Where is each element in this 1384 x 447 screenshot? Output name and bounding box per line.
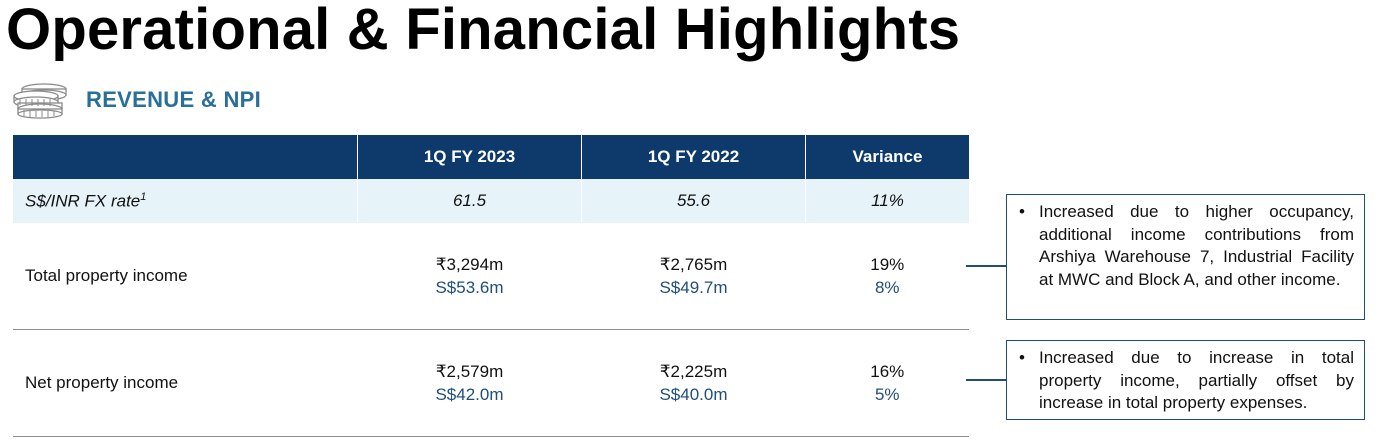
net-property-income-fy2023: ₹2,579m S$42.0m bbox=[357, 329, 582, 437]
header-cell-1q-fy2023: 1Q FY 2023 bbox=[357, 135, 582, 179]
footnote-marker: 1 bbox=[140, 190, 147, 203]
table-row: Total property income ₹3,294m S$53.6m ₹2… bbox=[13, 223, 969, 330]
sgd-value: S$40.0m bbox=[659, 385, 728, 404]
sgd-value: S$42.0m bbox=[435, 385, 504, 404]
total-property-income-fy2022: ₹2,765m S$49.7m bbox=[581, 223, 806, 330]
sgd-value: S$53.6m bbox=[435, 278, 504, 297]
callout-connector bbox=[966, 379, 1006, 381]
inr-value: ₹3,294m bbox=[435, 255, 504, 274]
total-property-income-variance: 19% 8% bbox=[805, 223, 969, 330]
sgd-variance: 5% bbox=[874, 385, 900, 404]
header-cell-label bbox=[13, 135, 358, 179]
table-row: Net property income ₹2,579m S$42.0m ₹2,2… bbox=[13, 329, 969, 437]
net-property-income-fy2022: ₹2,225m S$40.0m bbox=[581, 329, 806, 437]
inr-value: ₹2,225m bbox=[659, 362, 728, 381]
inr-variance: 16% bbox=[870, 362, 905, 381]
fx-rate-label: S$/INR FX rate bbox=[25, 191, 141, 211]
bullet-point: • bbox=[1019, 348, 1025, 367]
fx-rate-variance: 11% bbox=[805, 179, 969, 223]
inr-value: ₹2,765m bbox=[659, 255, 728, 274]
callout-note-net-property-income: • Increased due to increase in total pro… bbox=[1006, 340, 1365, 420]
fx-rate-fy2023: 61.5 bbox=[357, 179, 582, 223]
table-header-row: 1Q FY 2023 1Q FY 2022 Variance bbox=[13, 135, 969, 179]
header-cell-variance: Variance bbox=[805, 135, 969, 179]
financial-table: 1Q FY 2023 1Q FY 2022 Variance S$/INR FX… bbox=[13, 135, 969, 437]
section-header: REVENUE & NPI bbox=[10, 80, 261, 120]
note-text: Increased due to increase in total prope… bbox=[1039, 348, 1354, 412]
sgd-variance: 8% bbox=[874, 278, 900, 297]
coins-icon bbox=[10, 81, 70, 119]
fx-rate-fy2022: 55.6 bbox=[581, 179, 806, 223]
net-property-income-variance: 16% 5% bbox=[805, 329, 969, 437]
fx-rate-row: S$/INR FX rate1 61.5 55.6 11% bbox=[13, 179, 969, 223]
callout-note-total-property-income: • Increased due to higher occupancy, add… bbox=[1006, 194, 1365, 320]
row-label-net-property-income: Net property income bbox=[13, 329, 358, 437]
sgd-value: S$49.7m bbox=[659, 278, 728, 297]
header-cell-1q-fy2022: 1Q FY 2022 bbox=[581, 135, 806, 179]
inr-variance: 19% bbox=[870, 255, 905, 274]
page-title: Operational & Financial Highlights bbox=[6, 0, 961, 62]
row-label-total-property-income: Total property income bbox=[13, 223, 358, 330]
note-text: Increased due to higher occupancy, addit… bbox=[1039, 202, 1354, 289]
total-property-income-fy2023: ₹3,294m S$53.6m bbox=[357, 223, 582, 330]
callout-connector bbox=[966, 265, 1006, 267]
inr-value: ₹2,579m bbox=[435, 362, 504, 381]
bullet-point: • bbox=[1019, 202, 1025, 221]
fx-rate-label-cell: S$/INR FX rate1 bbox=[13, 179, 358, 223]
section-label: REVENUE & NPI bbox=[86, 87, 262, 112]
